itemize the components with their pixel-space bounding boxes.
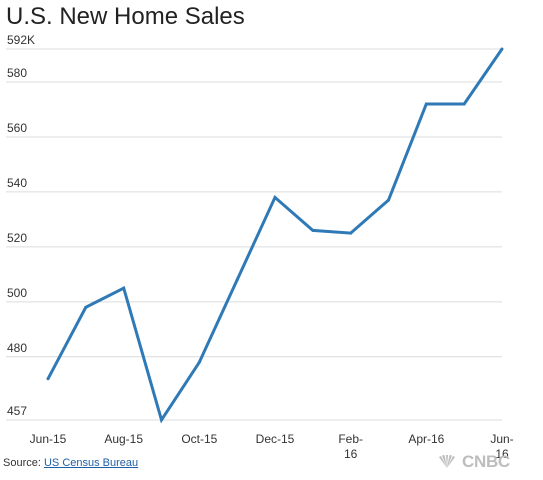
data-point: [160, 418, 163, 422]
x-tick-label: Jun-15: [30, 432, 67, 446]
data-point: [235, 278, 239, 282]
data-point: [462, 102, 466, 106]
data-point: [349, 231, 353, 235]
data-point: [311, 228, 315, 232]
y-axis-tick-labels: 457 480 500 520 540 560 580 592K: [7, 33, 35, 418]
x-axis-tick-labels: Jun-15 Aug-15 Oct-15 Dec-15 Feb-16 Apr-16 Jun-…: [30, 432, 514, 461]
source-link[interactable]: US Census Bureau: [43, 457, 139, 469]
y-tick-label: 520: [7, 231, 27, 245]
x-tick-label: Jun-16: [490, 432, 513, 461]
data-point: [424, 102, 428, 106]
y-tick-label: 480: [7, 341, 27, 355]
series-layer: [46, 47, 504, 424]
peacock-icon: [439, 455, 455, 468]
x-tick-label: Aug-15: [104, 432, 143, 446]
y-tick-label: 500: [7, 286, 27, 300]
x-tick-label: Feb-16: [338, 432, 363, 461]
source-note: Source: US Census Bureau: [3, 457, 138, 469]
x-tick-label: Dec-15: [256, 432, 295, 446]
data-point: [84, 305, 88, 309]
data-point: [122, 286, 126, 290]
x-tick-label: Apr-16: [408, 432, 444, 446]
chart-title: U.S. New Home Sales: [6, 3, 245, 30]
data-point: [500, 47, 504, 51]
data-point: [46, 377, 50, 381]
source-label: Source:: [3, 457, 41, 469]
x-tick-label: Oct-15: [181, 432, 217, 446]
y-tick-label: 560: [7, 121, 27, 135]
series-line: [46, 48, 504, 424]
gridlines: [6, 48, 502, 421]
data-point: [273, 195, 277, 199]
data-point: [387, 198, 390, 202]
y-tick-label: 540: [7, 176, 27, 190]
brand-name: CNBC: [462, 452, 510, 471]
brand-logo: CNBC: [436, 452, 510, 472]
y-tick-label: 592K: [7, 33, 35, 47]
y-tick-label: 457: [7, 404, 27, 418]
y-tick-label: 580: [7, 66, 27, 80]
data-point: [197, 360, 201, 364]
